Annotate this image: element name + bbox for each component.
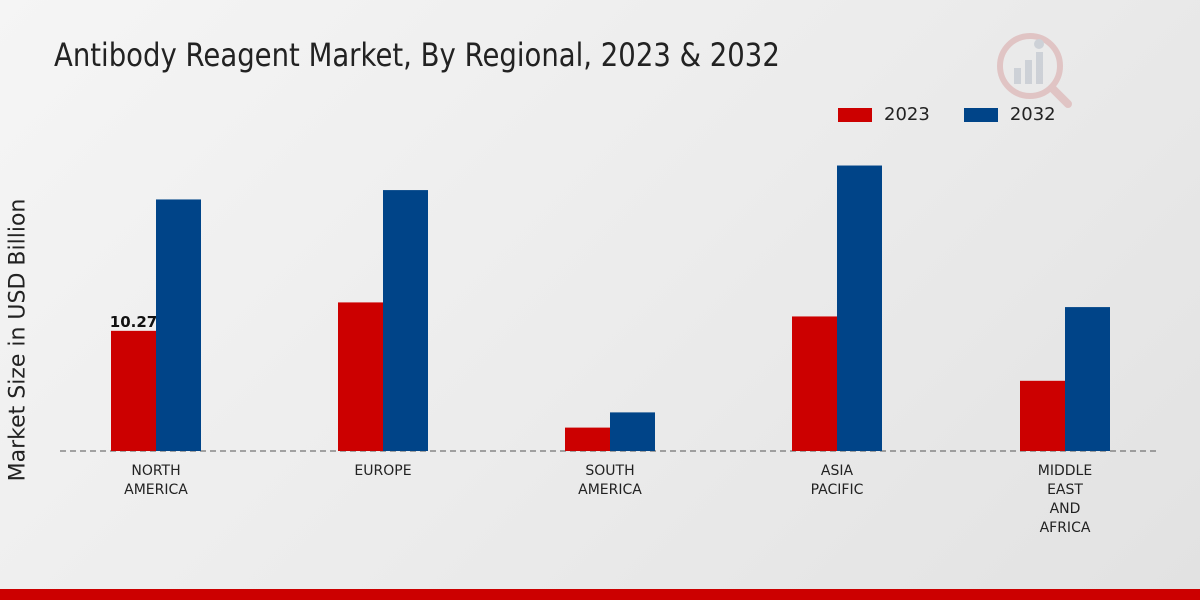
x-tick-label-4-1: EAST bbox=[1047, 482, 1083, 498]
legend-swatch-2032 bbox=[963, 107, 998, 122]
x-tick-label-4-3: AFRICA bbox=[1040, 520, 1091, 536]
bar-2032-4 bbox=[1065, 307, 1110, 451]
bar-2023-4 bbox=[1020, 380, 1065, 451]
bar-2032-3 bbox=[837, 165, 882, 451]
legend-label-2023: 2023 bbox=[884, 104, 930, 125]
data-label-0: 10.27 bbox=[110, 313, 157, 331]
x-tick-label-0-0: NORTH bbox=[131, 463, 180, 479]
bar-2023-0 bbox=[111, 330, 156, 451]
bar-2032-1 bbox=[383, 190, 428, 451]
bottom-accent-bar bbox=[0, 589, 1200, 600]
legend-label-2032: 2032 bbox=[1009, 104, 1056, 125]
x-tick-label-2-0: SOUTH bbox=[585, 463, 634, 479]
x-tick-label-3-0: ASIA bbox=[821, 463, 854, 479]
chart-title: Antibody Reagent Market, By Regional, 20… bbox=[54, 36, 780, 74]
legend: 2023 2032 bbox=[838, 104, 1090, 125]
bar-2023-2 bbox=[565, 427, 610, 451]
x-tick-label-4-2: AND bbox=[1050, 501, 1081, 517]
bar-2032-2 bbox=[610, 412, 655, 451]
x-tick-label-4-0: MIDDLE bbox=[1038, 463, 1092, 479]
legend-item-2032: 2032 bbox=[963, 104, 1056, 125]
bar-2023-3 bbox=[792, 316, 837, 451]
legend-swatch-2023 bbox=[838, 107, 872, 122]
bar-2032-0 bbox=[156, 199, 201, 451]
legend-item-2023: 2023 bbox=[838, 104, 930, 125]
watermark-logo-icon bbox=[997, 33, 1072, 108]
x-tick-label-0-1: AMERICA bbox=[124, 482, 188, 498]
x-tick-label-2-1: AMERICA bbox=[578, 482, 642, 498]
x-tick-label-1-0: EUROPE bbox=[354, 463, 411, 479]
x-tick-label-3-1: PACIFIC bbox=[811, 482, 864, 498]
bar-2023-1 bbox=[338, 302, 383, 451]
